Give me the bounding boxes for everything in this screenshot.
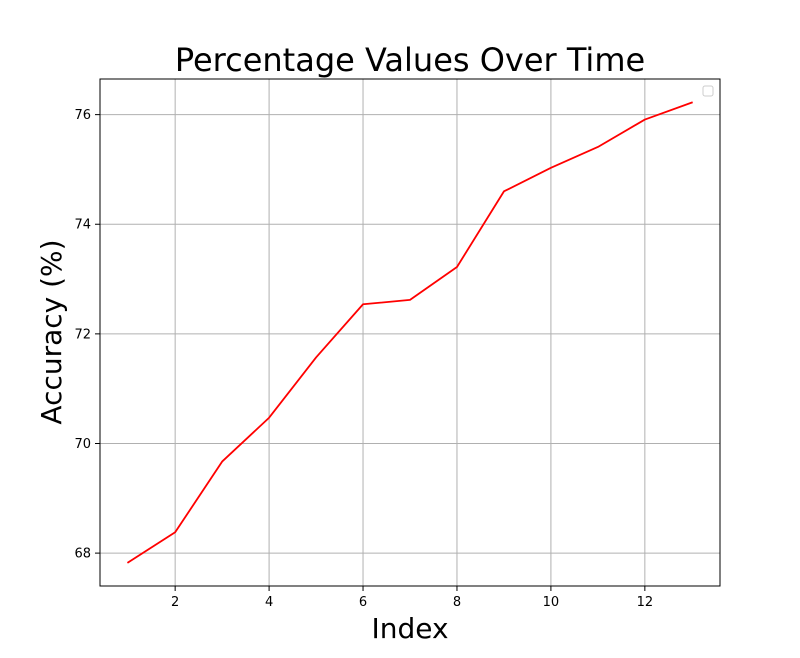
y-tick-label: 70 [74, 437, 91, 452]
plot-frame [99, 78, 721, 587]
x-tick-label: 12 [637, 595, 654, 610]
y-tick-label: 76 [74, 108, 91, 123]
legend [702, 85, 714, 97]
plot-area [100, 79, 720, 586]
y-tick-label: 72 [74, 327, 91, 342]
y-axis-label: Accuracy (%) [35, 239, 68, 424]
x-tick-label: 8 [453, 595, 461, 610]
series-line [126, 101, 693, 564]
x-tick-label: 6 [359, 595, 367, 610]
x-tick-label: 4 [265, 595, 273, 610]
legend-box [702, 85, 714, 97]
x-tick-label: 10 [543, 595, 560, 610]
x-axis-label: Index [371, 612, 448, 645]
grid-lines [100, 79, 720, 586]
series-layer [126, 101, 693, 564]
y-tick-label: 74 [74, 218, 91, 233]
y-tick-label: 68 [74, 547, 91, 562]
x-tick-label: 2 [171, 595, 179, 610]
chart-title: Percentage Values Over Time [175, 41, 645, 79]
